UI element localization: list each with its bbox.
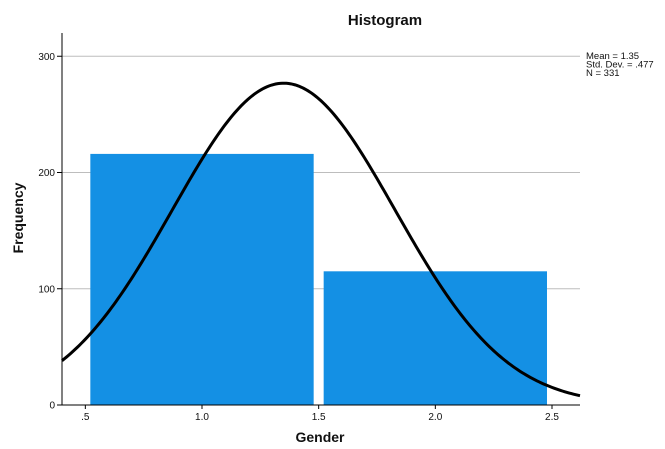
x-tick-label: 1.5 (312, 412, 326, 423)
bars-layer (90, 153, 547, 405)
stats-label: N = 331 (586, 68, 620, 79)
y-axis-label: Frequency (10, 182, 26, 253)
x-tick-label: 1.0 (195, 412, 209, 423)
normal-curve (61, 81, 581, 398)
chart-title: Histogram (348, 12, 422, 29)
y-tick-label: 0 (49, 401, 55, 412)
y-tick-label: 100 (38, 284, 55, 295)
curve-layer (61, 81, 581, 398)
x-axis-label: Gender (295, 429, 345, 445)
y-tick-label: 200 (38, 168, 55, 179)
y-tick-label: 300 (38, 52, 55, 63)
stats-label: Std. Dev. = .477 (586, 60, 654, 71)
histogram-bar (323, 271, 547, 405)
axes-layer (61, 33, 580, 406)
x-tick-label: .5 (81, 412, 90, 423)
x-tick-label: 2.0 (428, 412, 442, 423)
stats-label: Mean = 1.35 (586, 51, 639, 62)
ticks-layer: 0 100 200 300 .5 1.0 1.5 2.0 2.5 (38, 52, 559, 423)
histogram-bar (90, 153, 314, 405)
x-tick-label: 2.5 (545, 412, 559, 423)
